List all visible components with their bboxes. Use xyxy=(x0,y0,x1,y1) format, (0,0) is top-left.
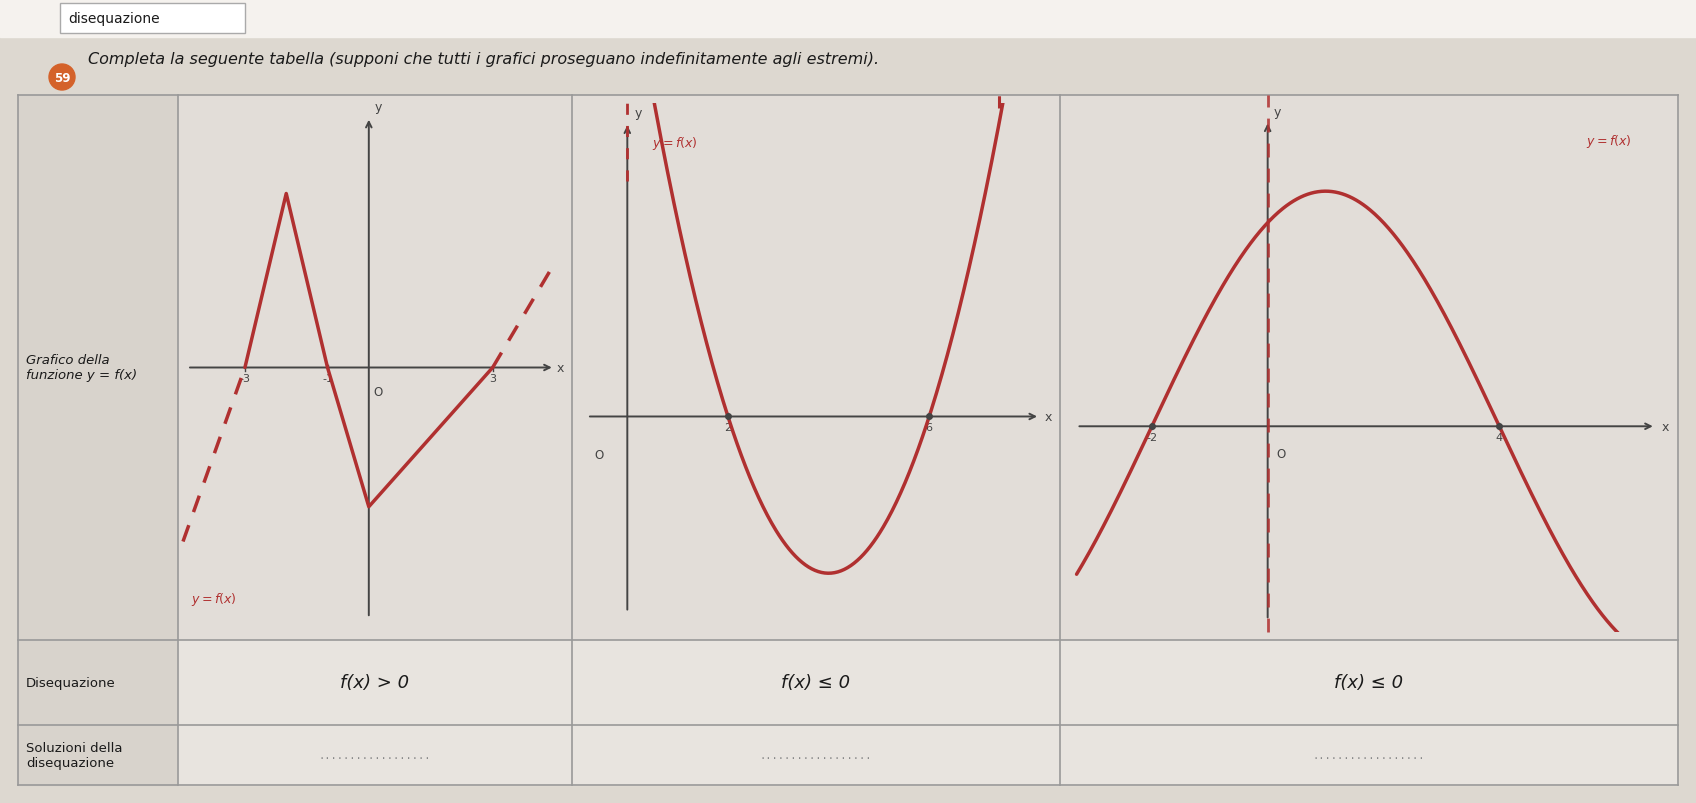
Text: $y = f(x)$: $y = f(x)$ xyxy=(1586,133,1632,150)
Bar xyxy=(572,96,1060,640)
Text: O: O xyxy=(1277,447,1286,460)
Text: y: y xyxy=(375,101,382,114)
Text: 3: 3 xyxy=(488,374,497,384)
Text: 2: 2 xyxy=(724,423,731,433)
Text: O: O xyxy=(373,385,383,398)
Bar xyxy=(19,96,178,785)
FancyBboxPatch shape xyxy=(59,4,244,34)
Text: f(x) ≤ 0: f(x) ≤ 0 xyxy=(782,674,851,691)
Text: Completa la seguente tabella (supponi che tutti i grafici proseguano indefinitam: Completa la seguente tabella (supponi ch… xyxy=(88,52,879,67)
Bar xyxy=(572,725,1060,785)
Text: f(x) > 0: f(x) > 0 xyxy=(341,674,409,691)
Text: -2: -2 xyxy=(1146,433,1157,442)
Bar xyxy=(0,0,1696,38)
Text: y: y xyxy=(634,107,643,120)
Bar xyxy=(1060,725,1677,785)
Text: $y = f(x)$: $y = f(x)$ xyxy=(192,590,237,608)
Bar xyxy=(572,640,1060,725)
Text: 6: 6 xyxy=(926,423,933,433)
Text: ..................: .................. xyxy=(1313,750,1425,760)
Text: 59: 59 xyxy=(54,71,70,84)
Text: Disequazione: Disequazione xyxy=(25,676,115,689)
Text: -3: -3 xyxy=(239,374,251,384)
Text: $y = f(x)$: $y = f(x)$ xyxy=(653,135,699,152)
Bar xyxy=(178,725,572,785)
Text: x: x xyxy=(1662,420,1669,434)
Text: disequazione: disequazione xyxy=(68,12,159,26)
Text: ..................: .................. xyxy=(319,750,431,760)
Circle shape xyxy=(49,65,75,91)
Text: x: x xyxy=(556,361,565,374)
Text: Grafico della
funzione y = f(x): Grafico della funzione y = f(x) xyxy=(25,354,137,382)
Text: f(x) ≤ 0: f(x) ≤ 0 xyxy=(1335,674,1404,691)
Text: 4: 4 xyxy=(1496,433,1503,442)
Bar xyxy=(1060,640,1677,725)
Text: Soluzioni della
disequazione: Soluzioni della disequazione xyxy=(25,741,122,769)
Bar xyxy=(1060,96,1677,640)
Text: y: y xyxy=(1274,105,1280,119)
Text: ..................: .................. xyxy=(760,750,872,760)
Text: O: O xyxy=(595,448,604,461)
Bar xyxy=(178,640,572,725)
Bar xyxy=(178,96,572,640)
Text: x: x xyxy=(1045,410,1052,423)
Text: -1: -1 xyxy=(322,374,332,384)
